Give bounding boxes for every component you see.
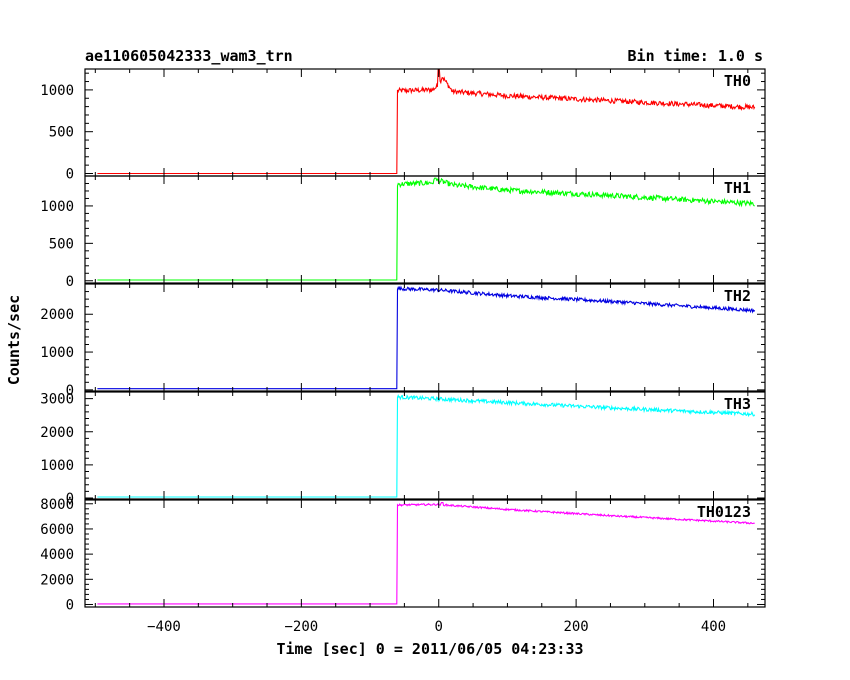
series-line-th2 [97,285,756,390]
panel-th2: 0 1000 2000 TH2 [40,283,766,399]
x-tick-label: 200 [563,619,588,635]
y-tick-label: 2000 [40,425,74,441]
x-tick-label: 400 [701,619,726,635]
x-tick-label: 0 [435,619,443,635]
x-tick-label: −200 [285,619,319,635]
y-tick-label: 500 [49,125,74,141]
panel-label-th0: TH0 [724,72,751,90]
series-line-th1 [97,177,755,281]
series-line-th0123 [97,501,755,605]
y-tick-label: 0 [66,597,74,613]
y-tick-label: 1000 [40,199,74,215]
y-tick-label: 3000 [40,392,74,408]
y-tick-label: 500 [49,236,74,252]
y-tick-label: 1000 [40,83,74,99]
panels-group: 05001000TH005001000TH1010002000TH2010002… [40,68,766,635]
y-tick-label: 2000 [40,307,74,323]
panel-label-th3: TH3 [724,395,751,413]
panel-label-th2: TH2 [724,287,751,305]
panel-frame [84,499,766,608]
y-tick-label: 2000 [40,572,74,588]
y-tick-label: 8000 [40,497,74,513]
y-tick-label: 0 [66,491,74,507]
panel-th0: 0 500 1000 TH0 [40,68,766,182]
panel-th1: 0 500 1000 TH1 [40,175,766,290]
series-line-th0 [97,69,756,175]
x-axis-label: Time [sec] 0 = 2011/06/05 04:23:33 [276,640,583,658]
bin-time-label: Bin time: 1.0 s [628,47,763,65]
panel-frame [84,391,766,500]
panel-th0123: 0 2000 4000 6000 8000 TH0123 [40,497,766,613]
y-tick-label: 0 [66,166,74,182]
x-tick-label: −400 [147,619,181,635]
y-tick-label: 1000 [40,458,74,474]
panel-label-th0123: TH0123 [697,503,751,521]
y-tick-label: 0 [66,383,74,399]
panel-frame [84,68,766,177]
chart-title: ae110605042333_wam3_trn [85,47,293,65]
y-tick-label: 4000 [40,547,74,563]
y-axis-label: Counts/sec [5,295,23,385]
series-line-th3 [97,393,756,498]
y-tick-label: 1000 [40,345,74,361]
y-tick-label: 0 [66,274,74,290]
panel-frame [84,283,766,392]
panel-frame [84,175,766,284]
y-tick-label: 6000 [40,522,74,538]
panel-th3: 0 1000 2000 3000 TH3 [40,391,766,507]
panel-label-th1: TH1 [724,179,751,197]
